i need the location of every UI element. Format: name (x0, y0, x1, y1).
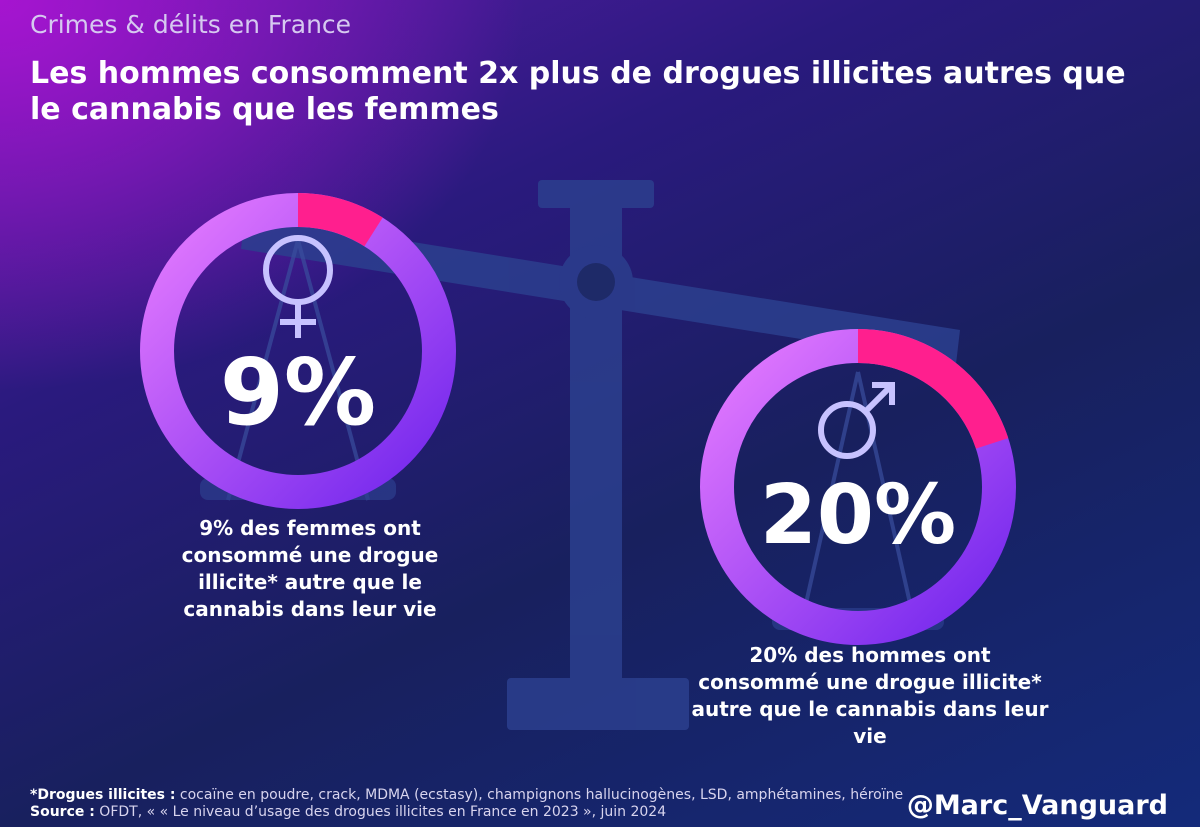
author-handle: @Marc_Vanguard (906, 790, 1168, 821)
source-label: Source : (30, 804, 95, 820)
page-title: Les hommes consomment 2x plus de drogues… (30, 56, 1126, 127)
definition-line: *Drogues illicites : cocaïne en poudre, … (30, 787, 903, 804)
source-line: Source : OFDT, « « Le niveau d’usage des… (30, 804, 903, 821)
definition-text: cocaïne en poudre, crack, MDMA (ecstasy)… (175, 787, 904, 803)
caption-hommes: 20% des hommes ont consommé une drogue i… (691, 643, 1049, 748)
donut-slice-hommes (857, 329, 1009, 450)
footnote: *Drogues illicites : cocaïne en poudre, … (30, 787, 903, 821)
donut-slice-femmes (297, 193, 383, 247)
source-text: OFDT, « « Le niveau d’usage des drogues … (94, 804, 667, 820)
donut-label-femmes: 9% (220, 339, 376, 446)
caption-femmes: 9% des femmes ont consommé une drogue il… (181, 516, 439, 621)
female-symbol-icon (263, 235, 333, 338)
donut-label-hommes: 20% (760, 468, 956, 563)
male-symbol-icon (818, 382, 895, 459)
supertitle: Crimes & délits en France (30, 10, 352, 39)
definition-label: *Drogues illicites : (30, 787, 176, 803)
